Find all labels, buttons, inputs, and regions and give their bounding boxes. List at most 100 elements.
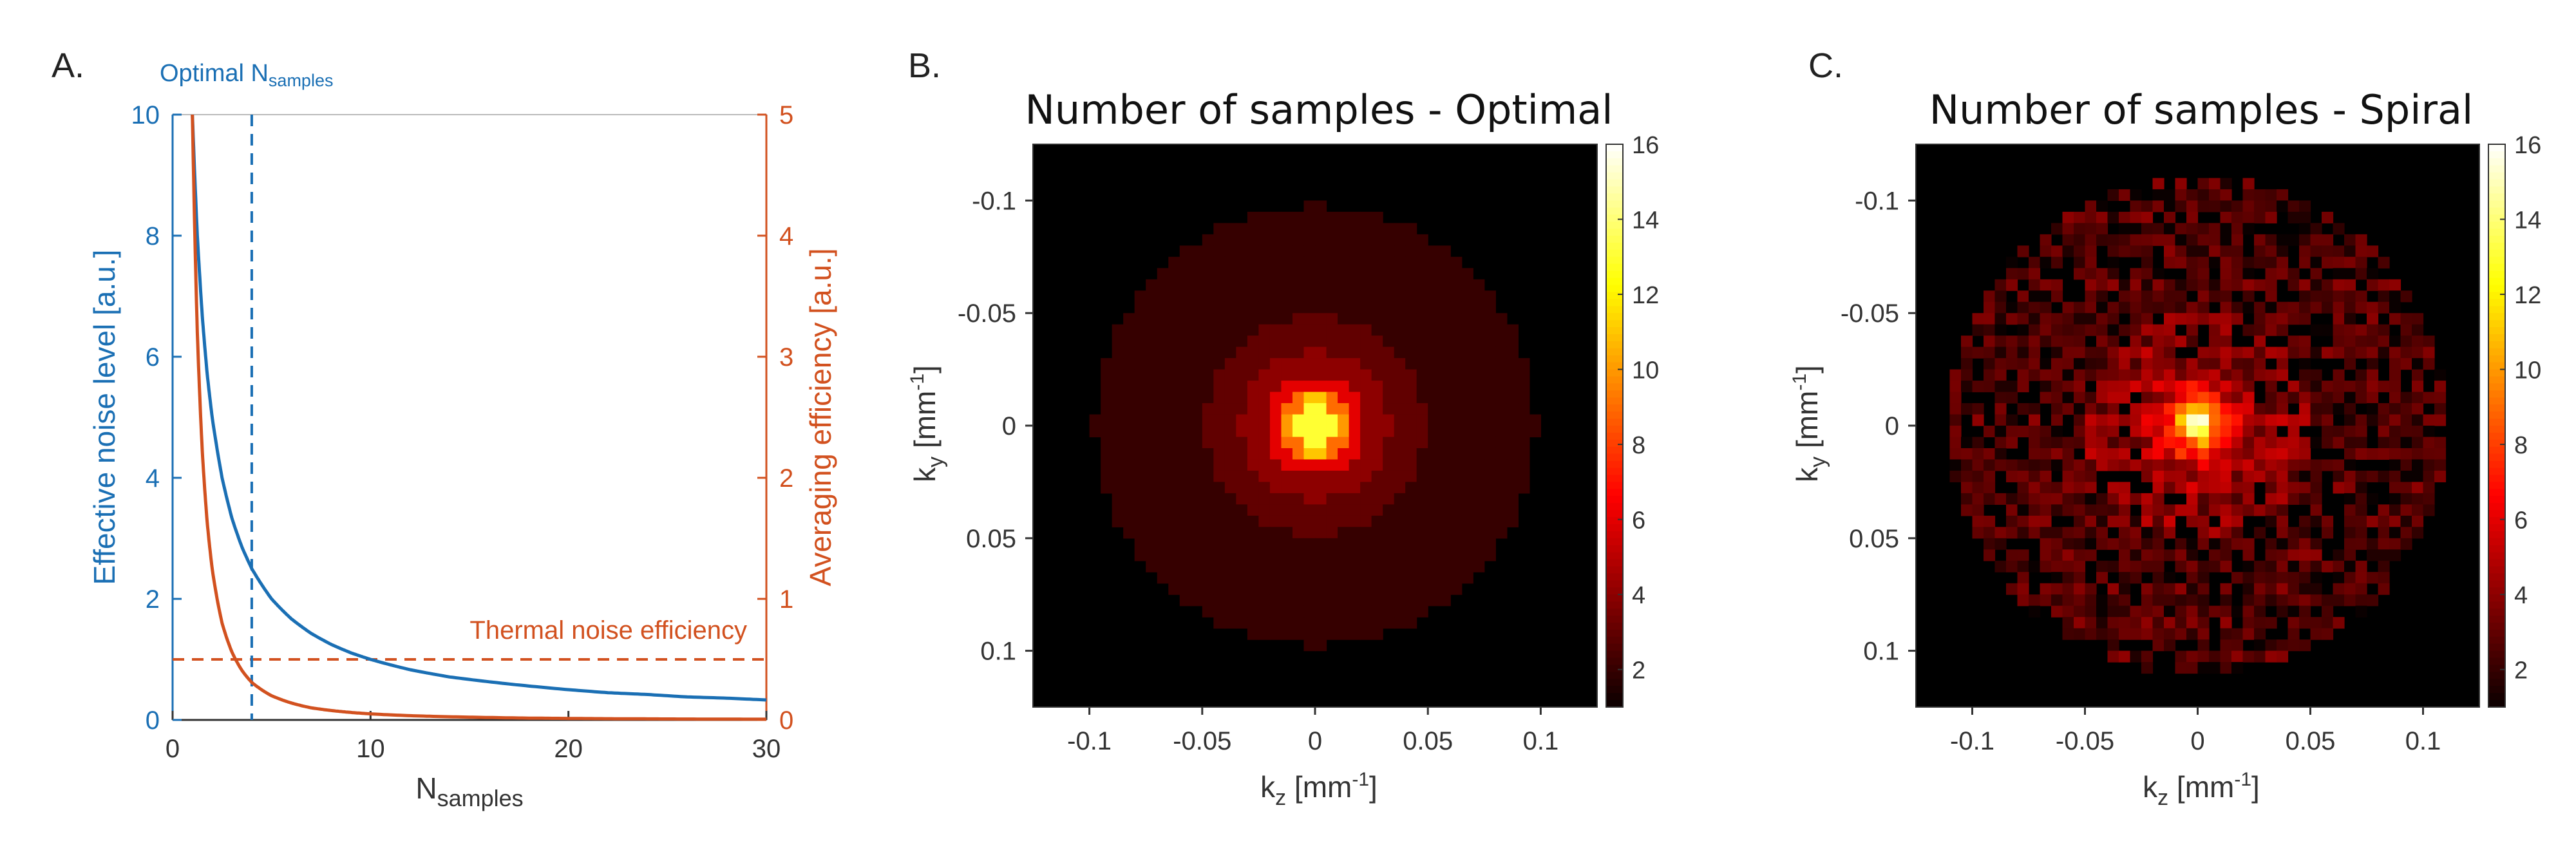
heatmap-cell xyxy=(1123,335,1135,348)
heatmap-cell xyxy=(1179,459,1191,471)
heatmap-cell xyxy=(1383,482,1395,494)
heatmap-cell xyxy=(2074,392,2086,404)
heatmap-cell xyxy=(1394,583,1406,595)
heatmap-cell xyxy=(1371,223,1383,235)
heatmap-cell xyxy=(2130,403,2142,415)
heatmap-cell xyxy=(1360,594,1372,607)
y-tick-label: 0.1 xyxy=(1863,638,1899,666)
heatmap-cell xyxy=(1383,448,1395,460)
heatmap-cell xyxy=(1168,426,1180,438)
heatmap-cell xyxy=(1258,245,1271,258)
heatmap-cell xyxy=(2085,324,2097,336)
heatmap-cell xyxy=(2152,594,2164,607)
heatmap-cell xyxy=(2186,200,2199,212)
heatmap-cell xyxy=(2209,470,2221,482)
heatmap-cell xyxy=(1428,301,1440,314)
heatmap-cell xyxy=(2175,605,2187,618)
colorbar-segment xyxy=(2488,313,2505,321)
heatmap-cell xyxy=(1949,369,1962,381)
heatmap-cell xyxy=(1473,414,1485,426)
heatmap-cell xyxy=(1405,245,1417,258)
heatmap-cell xyxy=(2231,448,2244,460)
heatmap-cell xyxy=(2231,527,2244,539)
heatmap-cell xyxy=(2197,527,2210,539)
heatmap-cell xyxy=(2231,358,2244,370)
heatmap-cell xyxy=(2265,301,2277,314)
heatmap-cell xyxy=(1416,324,1428,336)
heatmap-cell xyxy=(2231,245,2244,258)
heatmap-cell xyxy=(1360,234,1372,246)
heatmap-cell xyxy=(1495,527,1508,539)
heatmap-cell xyxy=(2107,628,2119,640)
heatmap-cell xyxy=(2029,504,2041,516)
heatmap-cell xyxy=(2254,211,2266,223)
heatmap-cell xyxy=(1428,369,1440,381)
heatmap-cell xyxy=(2277,560,2289,572)
heatmap-cell xyxy=(1428,414,1440,426)
heatmap-cell xyxy=(1269,245,1282,258)
heatmap-cell xyxy=(1371,369,1383,381)
heatmap-cell xyxy=(1146,426,1158,438)
heatmap-cell xyxy=(2017,335,2029,348)
heatmap-cell xyxy=(2344,313,2356,325)
heatmap-cell xyxy=(2029,369,2041,381)
heatmap-cell xyxy=(2085,313,2097,325)
heatmap-cell xyxy=(1179,346,1191,359)
heatmap-cell xyxy=(2186,493,2199,505)
heatmap-cell xyxy=(1338,470,1350,482)
heatmap-cell xyxy=(2265,549,2277,562)
heatmap-cell xyxy=(2355,437,2367,449)
heatmap-cell xyxy=(2017,515,2029,527)
heatmap-cell xyxy=(1168,392,1180,404)
heatmap-cell xyxy=(2287,301,2300,314)
heatmap-cell xyxy=(2141,381,2154,393)
heatmap-cell xyxy=(1984,369,1996,381)
heatmap-cell xyxy=(1315,358,1327,370)
heatmap-cell xyxy=(1338,358,1350,370)
heatmap-cell xyxy=(1461,538,1473,550)
heatmap-cell xyxy=(2242,346,2255,359)
heatmap-cell xyxy=(2186,437,2199,449)
heatmap-cell xyxy=(2062,504,2074,516)
colorbar-segment xyxy=(1606,453,1623,462)
heatmap-cell xyxy=(2152,493,2164,505)
heatmap-cell xyxy=(1450,324,1463,336)
heatmap-cell xyxy=(1168,381,1180,393)
heatmap-cell xyxy=(1236,346,1248,359)
heatmap-cell xyxy=(1303,256,1316,269)
heatmap-cell xyxy=(2096,223,2108,235)
heatmap-cell xyxy=(2231,234,2244,246)
heatmap-cell xyxy=(1495,369,1508,381)
heatmap-cell xyxy=(2186,335,2199,348)
heatmap-cell xyxy=(1292,403,1305,415)
heatmap-cell xyxy=(1303,504,1316,516)
heatmap-cell xyxy=(2355,301,2367,314)
heatmap-cell xyxy=(2096,560,2108,572)
heatmap-cell xyxy=(2310,470,2322,482)
heatmap-cell xyxy=(1949,470,1962,482)
heatmap-cell xyxy=(2197,358,2210,370)
heatmap-cell xyxy=(1473,549,1485,562)
heatmap-cell xyxy=(1360,426,1372,438)
heatmap-cell xyxy=(2299,245,2311,258)
heatmap-cell xyxy=(1213,290,1226,303)
heatmap-cell xyxy=(1202,256,1214,269)
heatmap-cell xyxy=(2029,268,2041,280)
heatmap-cell xyxy=(1224,301,1236,314)
heatmap-cell xyxy=(1416,527,1428,539)
heatmap-cell xyxy=(2175,223,2187,235)
heatmap-cell xyxy=(1315,515,1327,527)
effective-noise-curve xyxy=(191,114,767,702)
heatmap-cell xyxy=(2062,448,2074,460)
heatmap-cell xyxy=(1258,324,1271,336)
heatmap-cell xyxy=(1383,223,1395,235)
colorbar-tick-label: 10 xyxy=(2514,357,2541,384)
colorbar-segment xyxy=(1606,496,1623,504)
colorbar-segment xyxy=(1606,172,1623,180)
heatmap-cell xyxy=(1984,358,1996,370)
heatmap-cell xyxy=(1134,358,1146,370)
heatmap-cell xyxy=(2265,256,2277,269)
heatmap-cell xyxy=(1994,527,2007,539)
heatmap-cell xyxy=(1224,527,1236,539)
heatmap-cell xyxy=(2242,459,2255,471)
